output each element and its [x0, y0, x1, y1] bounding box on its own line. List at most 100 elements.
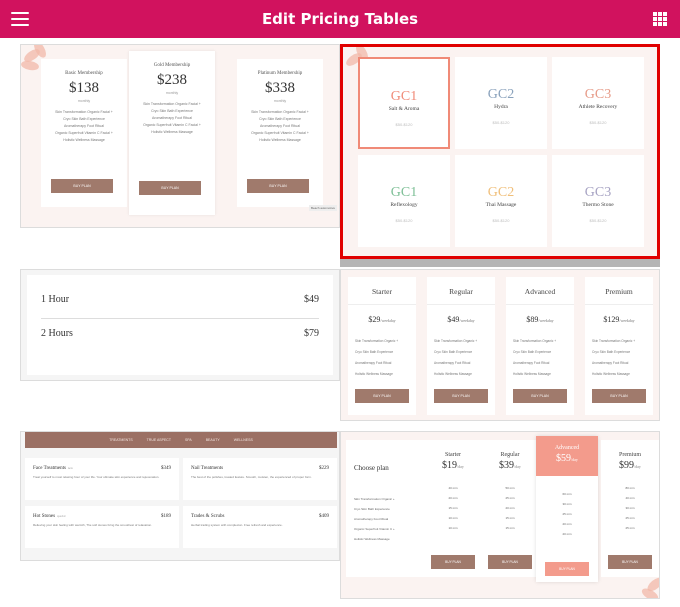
plan-name: Platinum Membership [257, 71, 303, 76]
menu-nav-item: TRUE ASPECT [146, 438, 171, 442]
gift-card-code: GC3 [584, 185, 612, 200]
plan-column: Regular $39/day 50 min 25 min 20 min 15 … [481, 440, 539, 577]
plan-features: Skin Transformation Organic + Cryo Skin … [592, 339, 636, 376]
plan-price: $338 [265, 80, 295, 96]
plan-name: Gold Membership [153, 63, 191, 68]
plan-features: Skin Transformation Organic + Cryo Skin … [355, 339, 399, 376]
plan-features: Skin Transformation Organic Facial + Cry… [251, 110, 309, 142]
choose-plan-title: Choose plan [354, 464, 389, 472]
menu-item-price: $189 [161, 514, 171, 519]
gift-card-label: Thermo Stone [582, 202, 614, 208]
buy-plan-button[interactable]: BUY PLAN [355, 389, 409, 403]
plan-price: $89/weekday [526, 315, 554, 324]
plan-column: Advanced $89/weekday Skin Transformation… [506, 277, 574, 415]
buy-plan-button[interactable]: BUY PLAN [51, 179, 113, 193]
gift-card-label: Athlete Recovery [578, 104, 618, 110]
plan-column: Starter $29/weekday Skin Transformation … [348, 277, 416, 415]
plan-period: monthly [165, 91, 179, 95]
buy-plan-button[interactable]: BUY PLAN [247, 179, 309, 193]
buy-plan-button[interactable]: BUY PLAN [513, 389, 567, 403]
divider [506, 304, 574, 305]
hours-row: 2 Hours $79 [41, 328, 319, 339]
template-card-weekday-plans[interactable]: Starter $29/weekday Skin Transformation … [340, 269, 660, 421]
plan-price: $238 [157, 72, 187, 88]
menu-nav-bar: TREATMENTS TRUE ASPECT SPA BEAUTY WELLNE… [25, 432, 337, 448]
menu-item-desc: Treat yourself to most relaxing hour of … [33, 475, 160, 479]
plan-name: Advanced [554, 445, 580, 451]
menu-item-name: Nail Treatments [191, 466, 224, 471]
menu-nav-item: WELLNESS [233, 438, 253, 442]
menu-item: Hot Stones special $189 Relieving your ski… [25, 506, 179, 548]
divider [348, 304, 416, 305]
plan-features: Skin Transformation Organic + Cryo Skin … [513, 339, 557, 376]
plan-price: $99/day [619, 460, 641, 471]
gift-card-range: $50-$120 [492, 218, 510, 223]
template-card-treatment-menu[interactable]: TREATMENTS TRUE ASPECT SPA BEAUTY WELLNE… [20, 431, 340, 561]
plan-price: $29/weekday [368, 315, 396, 324]
template-card-gift-cards-selected[interactable]: GC1 Salt & Aroma $50-$120 GC2 Hydra $50-… [340, 44, 660, 259]
menu-item-price: $349 [161, 466, 171, 471]
plan-column-featured: Advanced $59/day 60 min 30 min 25 min 20… [536, 436, 598, 582]
plan-column: Starter $19/day 40 min 20 min 15 min 10 … [424, 440, 482, 577]
menu-nav-item: BEAUTY [205, 438, 220, 442]
menu-nav-item: SPA [184, 438, 192, 442]
hours-label: 2 Hours [41, 328, 73, 339]
menu-item: Nail Treatments $229 The best of the poli… [183, 458, 337, 500]
selection-strip [340, 259, 660, 267]
gift-card-tile: GC1 Reflexology $50-$120 [358, 155, 450, 247]
plan-price: $19/day [442, 460, 464, 471]
menu-item-name: Trades & Scrubs [191, 514, 225, 519]
gift-card-code: GC2 [487, 87, 515, 102]
template-card-membership[interactable]: Basic Membership $138 monthly Skin Trans… [20, 44, 340, 228]
hours-row: 1 Hour $49 [41, 294, 319, 305]
feature-column: Choose plan Skin Transformation Organic … [346, 440, 426, 577]
menu-item-desc: The best of the polishes, treated featur… [191, 475, 312, 479]
plan-name: Starter [445, 452, 461, 458]
template-card-comparison[interactable]: Choose plan Skin Transformation Organic … [340, 431, 660, 599]
gift-card-label: Thai Massage [485, 202, 517, 208]
template-card-hours[interactable]: 1 Hour $49 2 Hours $79 [20, 269, 340, 381]
buy-plan-button[interactable]: BUY PLAN [431, 555, 475, 569]
menu-item: Face Treatments new $349 Treat yourself to… [25, 458, 179, 500]
plan-column: Premium $99/day 80 min 40 min 30 min 25 … [601, 440, 659, 577]
buy-plan-button[interactable]: BUY PLAN [608, 555, 652, 569]
hours-price: $49 [304, 294, 319, 305]
gift-card-label: Reflexology [390, 202, 418, 208]
menu-item-tag: new [67, 466, 73, 470]
menu-item-price: $229 [319, 466, 329, 471]
gift-card-code: GC3 [584, 87, 612, 102]
grid-apps-icon[interactable] [653, 12, 667, 26]
feature-list: Skin Transformation Organic + Cryo Skin … [354, 497, 395, 541]
gift-card-label: Salt & Aroma [388, 106, 420, 112]
hamburger-menu-icon[interactable] [11, 12, 29, 26]
featured-plan-header: Advanced $59/day [536, 436, 598, 476]
plan-price: $138 [69, 80, 99, 96]
plan-column: Gold Membership $238 monthly Skin Transf… [129, 51, 215, 215]
gift-card-tile: GC2 Hydra $50-$120 [455, 57, 547, 149]
plan-values: 60 min 30 min 25 min 20 min 20 min [562, 492, 572, 536]
tooltip: Beach automotive [308, 205, 337, 211]
plan-features: Skin Transformation Organic Facial + Cry… [55, 110, 113, 142]
menu-item-price: $409 [319, 514, 329, 519]
menu-item-tag: special [57, 514, 66, 518]
gift-card-code: GC1 [390, 185, 418, 200]
plan-period: monthly [77, 99, 91, 103]
leaf-decoration-icon [21, 59, 40, 72]
divider [427, 304, 495, 305]
gift-card-tile: GC2 Thai Massage $50-$120 [455, 155, 547, 247]
gift-card-label: Hydra [494, 104, 508, 110]
buy-plan-button[interactable]: BUY PLAN [488, 555, 532, 569]
plan-column: Premium $129/weekday Skin Transformation… [585, 277, 653, 415]
buy-plan-button[interactable]: BUY PLAN [434, 389, 488, 403]
buy-plan-button[interactable]: BUY PLAN [592, 389, 646, 403]
buy-plan-button[interactable]: BUY PLAN [139, 181, 201, 195]
buy-plan-button[interactable]: BUY PLAN [545, 562, 589, 576]
gift-card-tile: GC1 Salt & Aroma $50-$120 [358, 57, 450, 149]
hours-panel: 1 Hour $49 2 Hours $79 [27, 275, 333, 375]
plan-column: Platinum Membership $338 monthly Skin Tr… [237, 59, 323, 207]
plan-values: 80 min 40 min 30 min 25 min 25 min [625, 486, 635, 530]
gift-card-range: $50-$120 [589, 120, 607, 125]
plan-price: $59/day [556, 453, 578, 464]
hours-label: 1 Hour [41, 294, 70, 305]
divider [41, 318, 319, 319]
